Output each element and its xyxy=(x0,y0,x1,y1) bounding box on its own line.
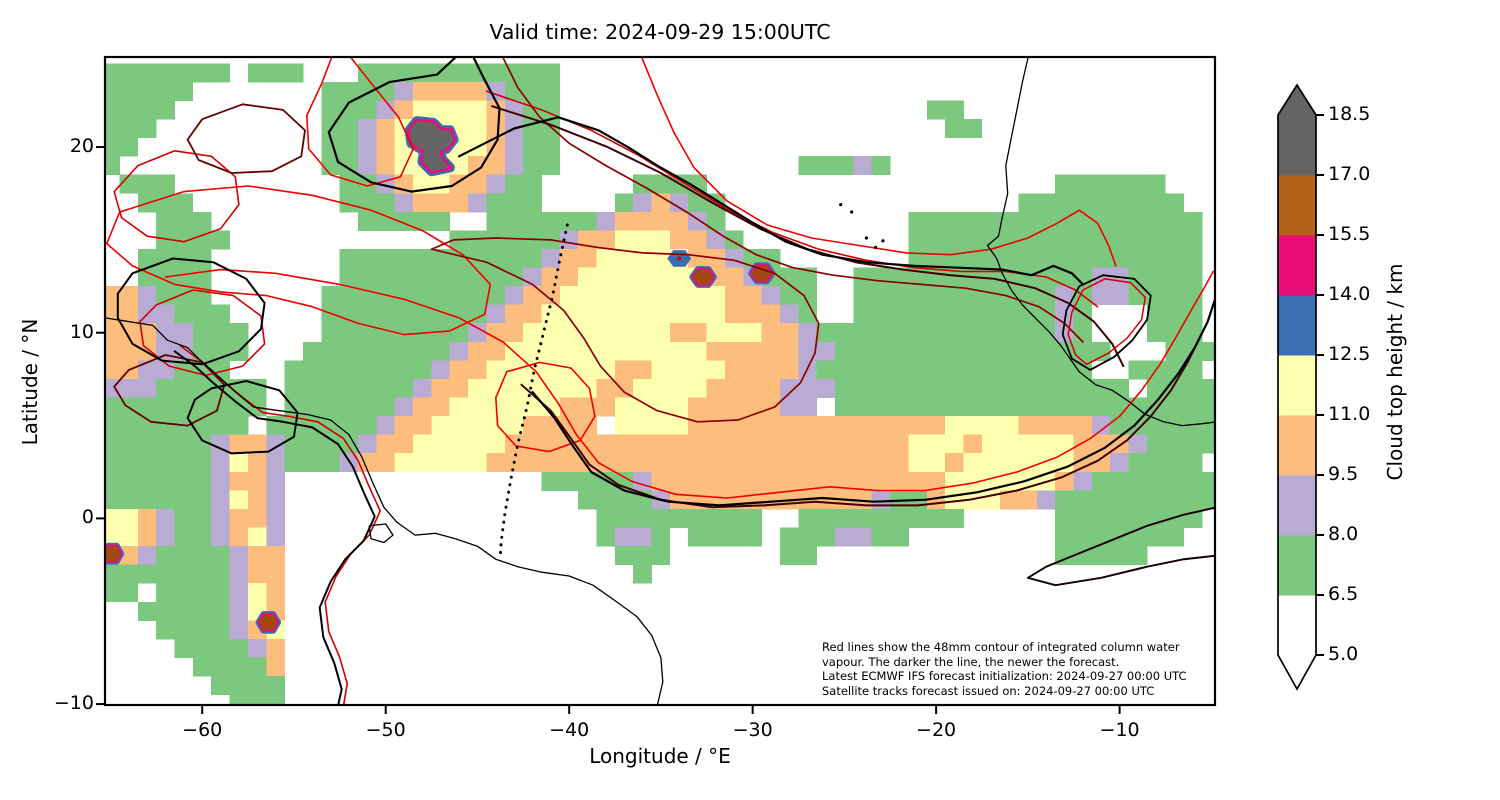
cloud-height-field xyxy=(105,63,1215,705)
y-tick-label: 0 xyxy=(81,506,94,529)
colorbar-tick-label: 6.5 xyxy=(1328,583,1359,605)
y-tick-label: −10 xyxy=(53,692,94,715)
x-tick-label: −60 xyxy=(182,719,223,741)
deep-convection-spots xyxy=(105,116,776,634)
annotation-line: Latest ECMWF IFS forecast initialization… xyxy=(822,669,1187,684)
coastlines xyxy=(105,57,1215,705)
satellite-track xyxy=(498,223,569,556)
colorbar-tick-label: 14.0 xyxy=(1328,283,1371,305)
y-tick-label: 20 xyxy=(69,135,94,158)
annotation-line: Red lines show the 48mm contour of integ… xyxy=(822,640,1180,654)
x-axis-label: Longitude / °E xyxy=(589,744,731,768)
annotation-line: Satellite tracks forecast issued on: 202… xyxy=(822,683,1155,698)
colorbar xyxy=(1277,83,1324,691)
cloud-height-map xyxy=(105,57,1215,705)
x-tick-label: −30 xyxy=(732,719,773,741)
x-tick-label: −20 xyxy=(916,719,957,741)
colorbar-tick-label: 18.5 xyxy=(1328,103,1371,125)
colorbar-tick-label: 17.0 xyxy=(1328,163,1371,185)
colorbar-tick-label: 5.0 xyxy=(1328,643,1359,665)
plot-title: Valid time: 2024-09-29 15:00UTC xyxy=(489,20,831,44)
colorbar-label: Cloud top height / km xyxy=(1383,263,1407,481)
x-tick-label: −10 xyxy=(1099,719,1140,741)
water-vapour-contours xyxy=(106,57,1215,705)
plot-frame xyxy=(103,55,1217,707)
colorbar-tick-label: 8.0 xyxy=(1328,523,1359,545)
colorbar-tick-label: 9.5 xyxy=(1328,463,1359,485)
y-tick-label: 10 xyxy=(69,320,94,343)
colorbar-tick-label: 11.0 xyxy=(1328,403,1371,425)
x-tick-label: −40 xyxy=(549,719,590,741)
annotation-line: vapour. The darker the line, the newer t… xyxy=(822,654,1120,669)
annotation-box: Red lines show the 48mm contour of integ… xyxy=(822,640,1202,698)
x-tick-label: −50 xyxy=(365,719,406,741)
colorbar-tick-label: 15.5 xyxy=(1328,223,1371,245)
axis-tick-marks xyxy=(96,146,1121,714)
colorbar-tick-label: 12.5 xyxy=(1328,343,1371,365)
